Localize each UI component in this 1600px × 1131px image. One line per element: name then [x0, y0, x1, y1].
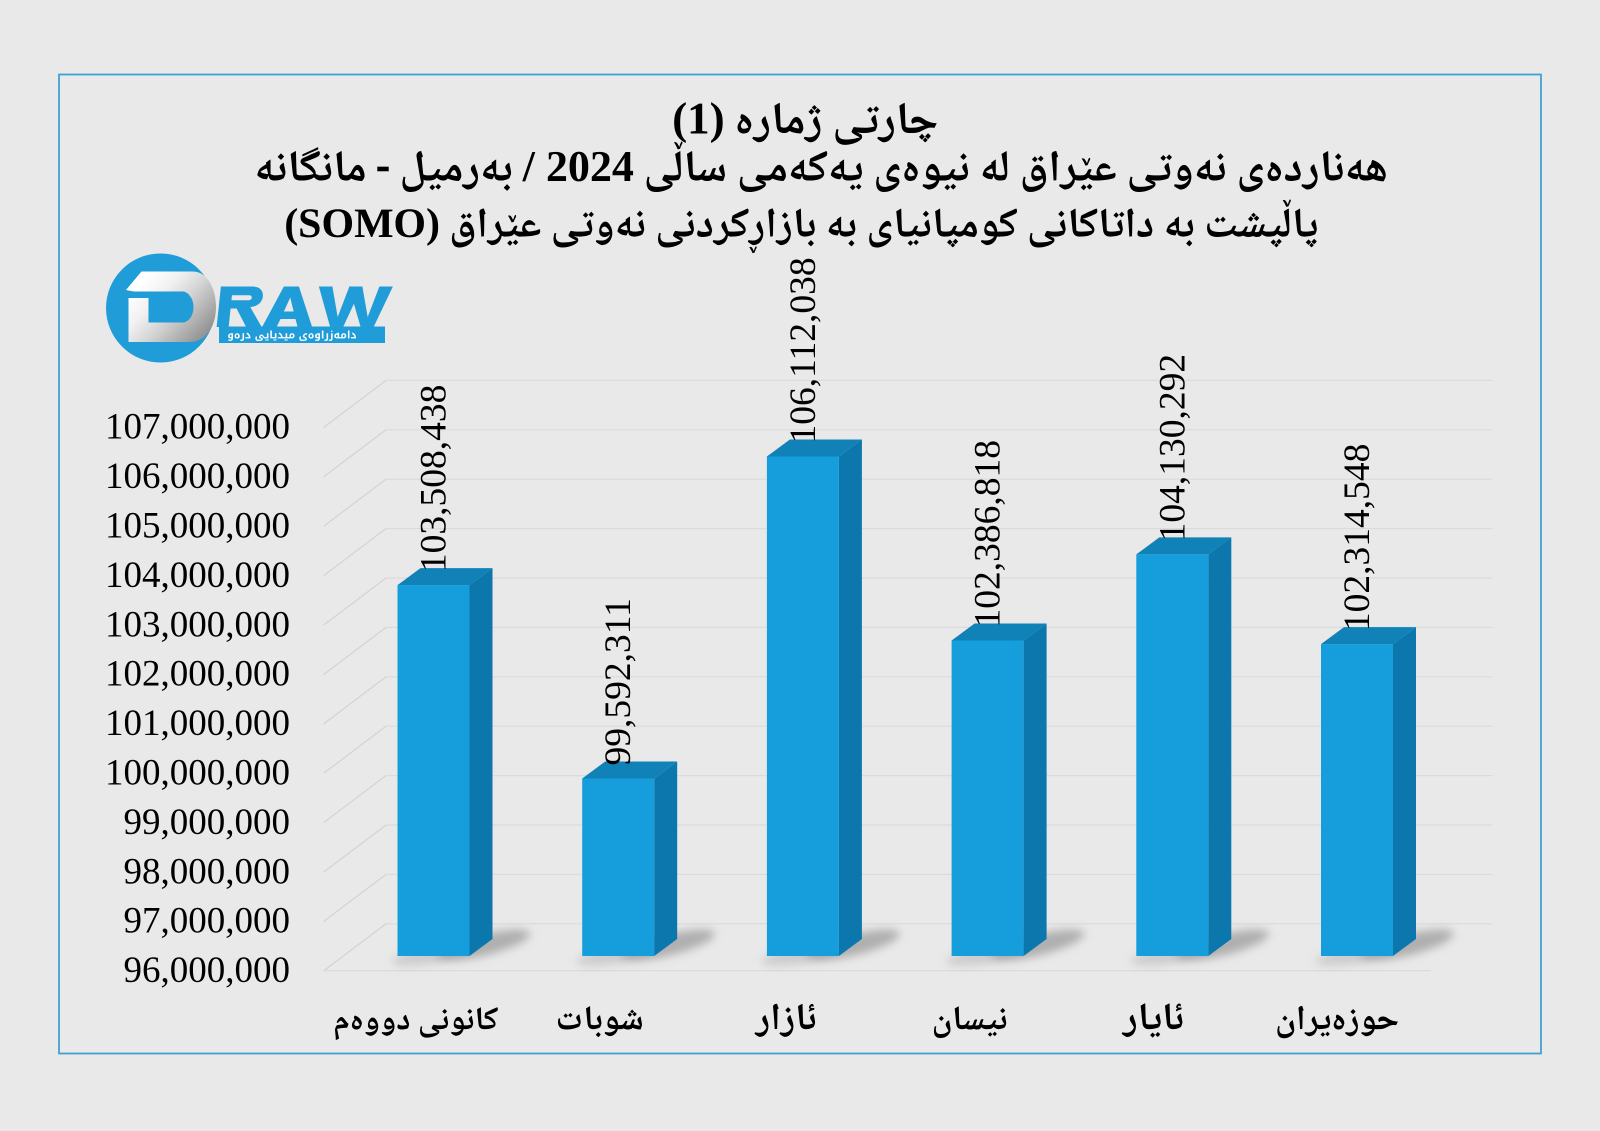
svg-text:101,000,000: 101,000,000	[105, 703, 290, 744]
svg-text:99,000,000: 99,000,000	[124, 802, 291, 843]
svg-text:104,130,292: 104,130,292	[1152, 354, 1193, 542]
svg-text:106,000,000: 106,000,000	[105, 456, 290, 497]
svg-text:102,386,818: 102,386,818	[968, 440, 1009, 628]
svg-text:100,000,000: 100,000,000	[105, 753, 290, 794]
svg-text:107,000,000: 107,000,000	[105, 407, 290, 448]
svg-text:98,000,000: 98,000,000	[124, 851, 291, 892]
svg-text:104,000,000: 104,000,000	[105, 555, 290, 596]
svg-text:99,592,311: 99,592,311	[598, 598, 639, 765]
svg-text:97,000,000: 97,000,000	[124, 901, 291, 942]
svg-text:106,112,038: 106,112,038	[783, 257, 824, 443]
svg-text:96,000,000: 96,000,000	[124, 950, 291, 991]
svg-text:103,000,000: 103,000,000	[105, 604, 290, 645]
svg-text:103,508,438: 103,508,438	[414, 385, 455, 573]
svg-text:102,000,000: 102,000,000	[105, 654, 290, 695]
svg-text:105,000,000: 105,000,000	[105, 506, 290, 547]
svg-text:102,314,548: 102,314,548	[1337, 444, 1378, 632]
